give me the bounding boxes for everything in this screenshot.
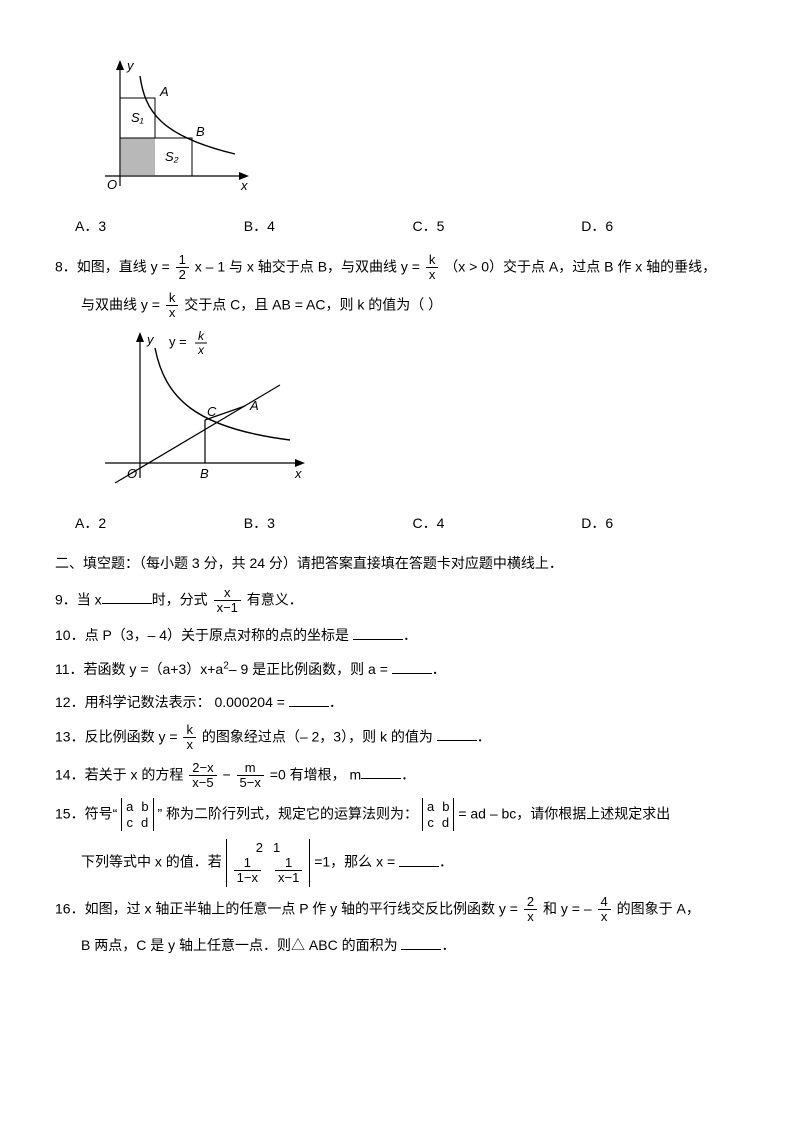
q15-line2: 下列等式中 x 的值．若 21 11−x 1x−1 =1，那么 x = ． (81, 839, 750, 887)
section-2-title: 二、填空题：（每小题 3 分，共 24 分）请把答案直接填在答题卡对应题中横线上… (55, 551, 750, 576)
svg-text:B: B (200, 466, 209, 481)
svg-text:x: x (240, 178, 248, 193)
fig1-svg: y x O A B S₁ S₂ (85, 56, 255, 206)
q8-line1: 8．如图，直线 y = 12 x – 1 与 x 轴交于点 B，与双曲线 y =… (55, 253, 750, 283)
svg-text:S₂: S₂ (165, 149, 179, 164)
svg-text:x: x (294, 466, 302, 481)
blank[interactable] (102, 590, 152, 604)
blank[interactable] (399, 853, 439, 867)
svg-text:A: A (249, 398, 259, 413)
fig2-svg: y y = k x x O B C A (85, 328, 315, 503)
blank[interactable] (289, 693, 329, 707)
q16-line1: 16．如图，过 x 轴正半轴上的任意一点 P 作 y 轴的平行线交反比例函数 y… (55, 895, 750, 925)
frac-q14b: m5−x (237, 761, 264, 791)
q8-l2b: 交于点 C，且 AB = AC，则 k 的值为（ ） (184, 296, 442, 312)
q9: 9．当 x时，分式 xx−1 有意义． (55, 586, 750, 616)
blank[interactable] (401, 936, 441, 950)
q7-choices: A．3 B．4 C．5 D．6 (75, 214, 750, 239)
q8-line2: 与双曲线 y = kx 交于点 C，且 AB = AC，则 k 的值为（ ） (81, 291, 750, 321)
q8-pre: ．如图，直线 y = (63, 259, 170, 275)
q12: 12．用科学记数法表示： 0.000204 = ． (55, 690, 750, 715)
choice-b[interactable]: B．4 (244, 214, 413, 239)
blank[interactable] (392, 660, 432, 674)
svg-text:B: B (196, 124, 205, 139)
choice-b[interactable]: B．3 (244, 511, 413, 536)
choice-d[interactable]: D．6 (581, 214, 750, 239)
svg-text:k: k (198, 329, 205, 343)
q8-choices: A．2 B．3 C．4 D．6 (75, 511, 750, 536)
svg-text:O: O (107, 177, 117, 192)
q8-num: 8 (55, 259, 63, 275)
choice-d[interactable]: D．6 (581, 511, 750, 536)
choice-a[interactable]: A．2 (75, 511, 244, 536)
frac-q16b: 4x (598, 895, 611, 925)
frac-k-x-2: kx (166, 291, 179, 321)
frac-q16a: 2x (524, 895, 537, 925)
q8-mid2: （x > 0）交于点 A，过点 B 作 x 轴的垂线， (444, 259, 716, 275)
frac-1-2: 12 (176, 253, 189, 283)
blank[interactable] (353, 626, 403, 640)
svg-text:y: y (146, 332, 155, 347)
svg-text:y =: y = (169, 334, 187, 349)
det-q15-2: 21 11−x 1x−1 (226, 839, 311, 887)
choice-a[interactable]: A．3 (75, 214, 244, 239)
svg-text:y: y (126, 58, 135, 73)
frac-q9: xx−1 (214, 586, 241, 616)
svg-text:A: A (159, 84, 169, 99)
svg-text:O: O (127, 466, 137, 481)
q16-line2: B 两点，C 是 y 轴上任意一点．则△ ABC 的面积为 ． (81, 933, 750, 958)
det-ab-cd-2: ab cd (422, 798, 454, 831)
frac-k-x-1: kx (426, 253, 439, 283)
det-ab-cd-1: ab cd (121, 798, 153, 831)
q8-l2a: 与双曲线 y = (81, 296, 160, 312)
figure-q7: y x O A B S₁ S₂ (85, 56, 750, 206)
blank[interactable] (361, 765, 401, 779)
blank[interactable] (437, 727, 477, 741)
q8-mid1: x – 1 与 x 轴交于点 B，与双曲线 y = (195, 259, 420, 275)
figure-q8: y y = k x x O B C A (85, 328, 750, 503)
q10: 10．点 P（3，– 4）关于原点对称的点的坐标是 ． (55, 623, 750, 648)
q11: 11．若函数 y =（a+3）x+a2– 9 是正比例函数，则 a = ． (55, 657, 750, 682)
choice-c[interactable]: C．4 (413, 511, 582, 536)
q15-line1: 15．符号“ ab cd ” 称为二阶行列式，规定它的运算法则为： ab cd … (55, 798, 750, 831)
q14: 14．若关于 x 的方程 2−xx−5 − m5−x =0 有增根， m． (55, 761, 750, 791)
choice-c[interactable]: C．5 (413, 214, 582, 239)
q13: 13．反比例函数 y = kx 的图象经过点（– 2，3），则 k 的值为 ． (55, 723, 750, 753)
svg-text:x: x (197, 343, 205, 357)
frac-q14a: 2−xx−5 (189, 761, 216, 791)
frac-q13: kx (183, 723, 196, 753)
svg-text:C: C (207, 404, 217, 419)
svg-text:S₁: S₁ (131, 110, 144, 125)
